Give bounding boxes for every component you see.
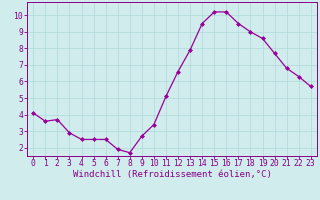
X-axis label: Windchill (Refroidissement éolien,°C): Windchill (Refroidissement éolien,°C) [73,170,271,179]
